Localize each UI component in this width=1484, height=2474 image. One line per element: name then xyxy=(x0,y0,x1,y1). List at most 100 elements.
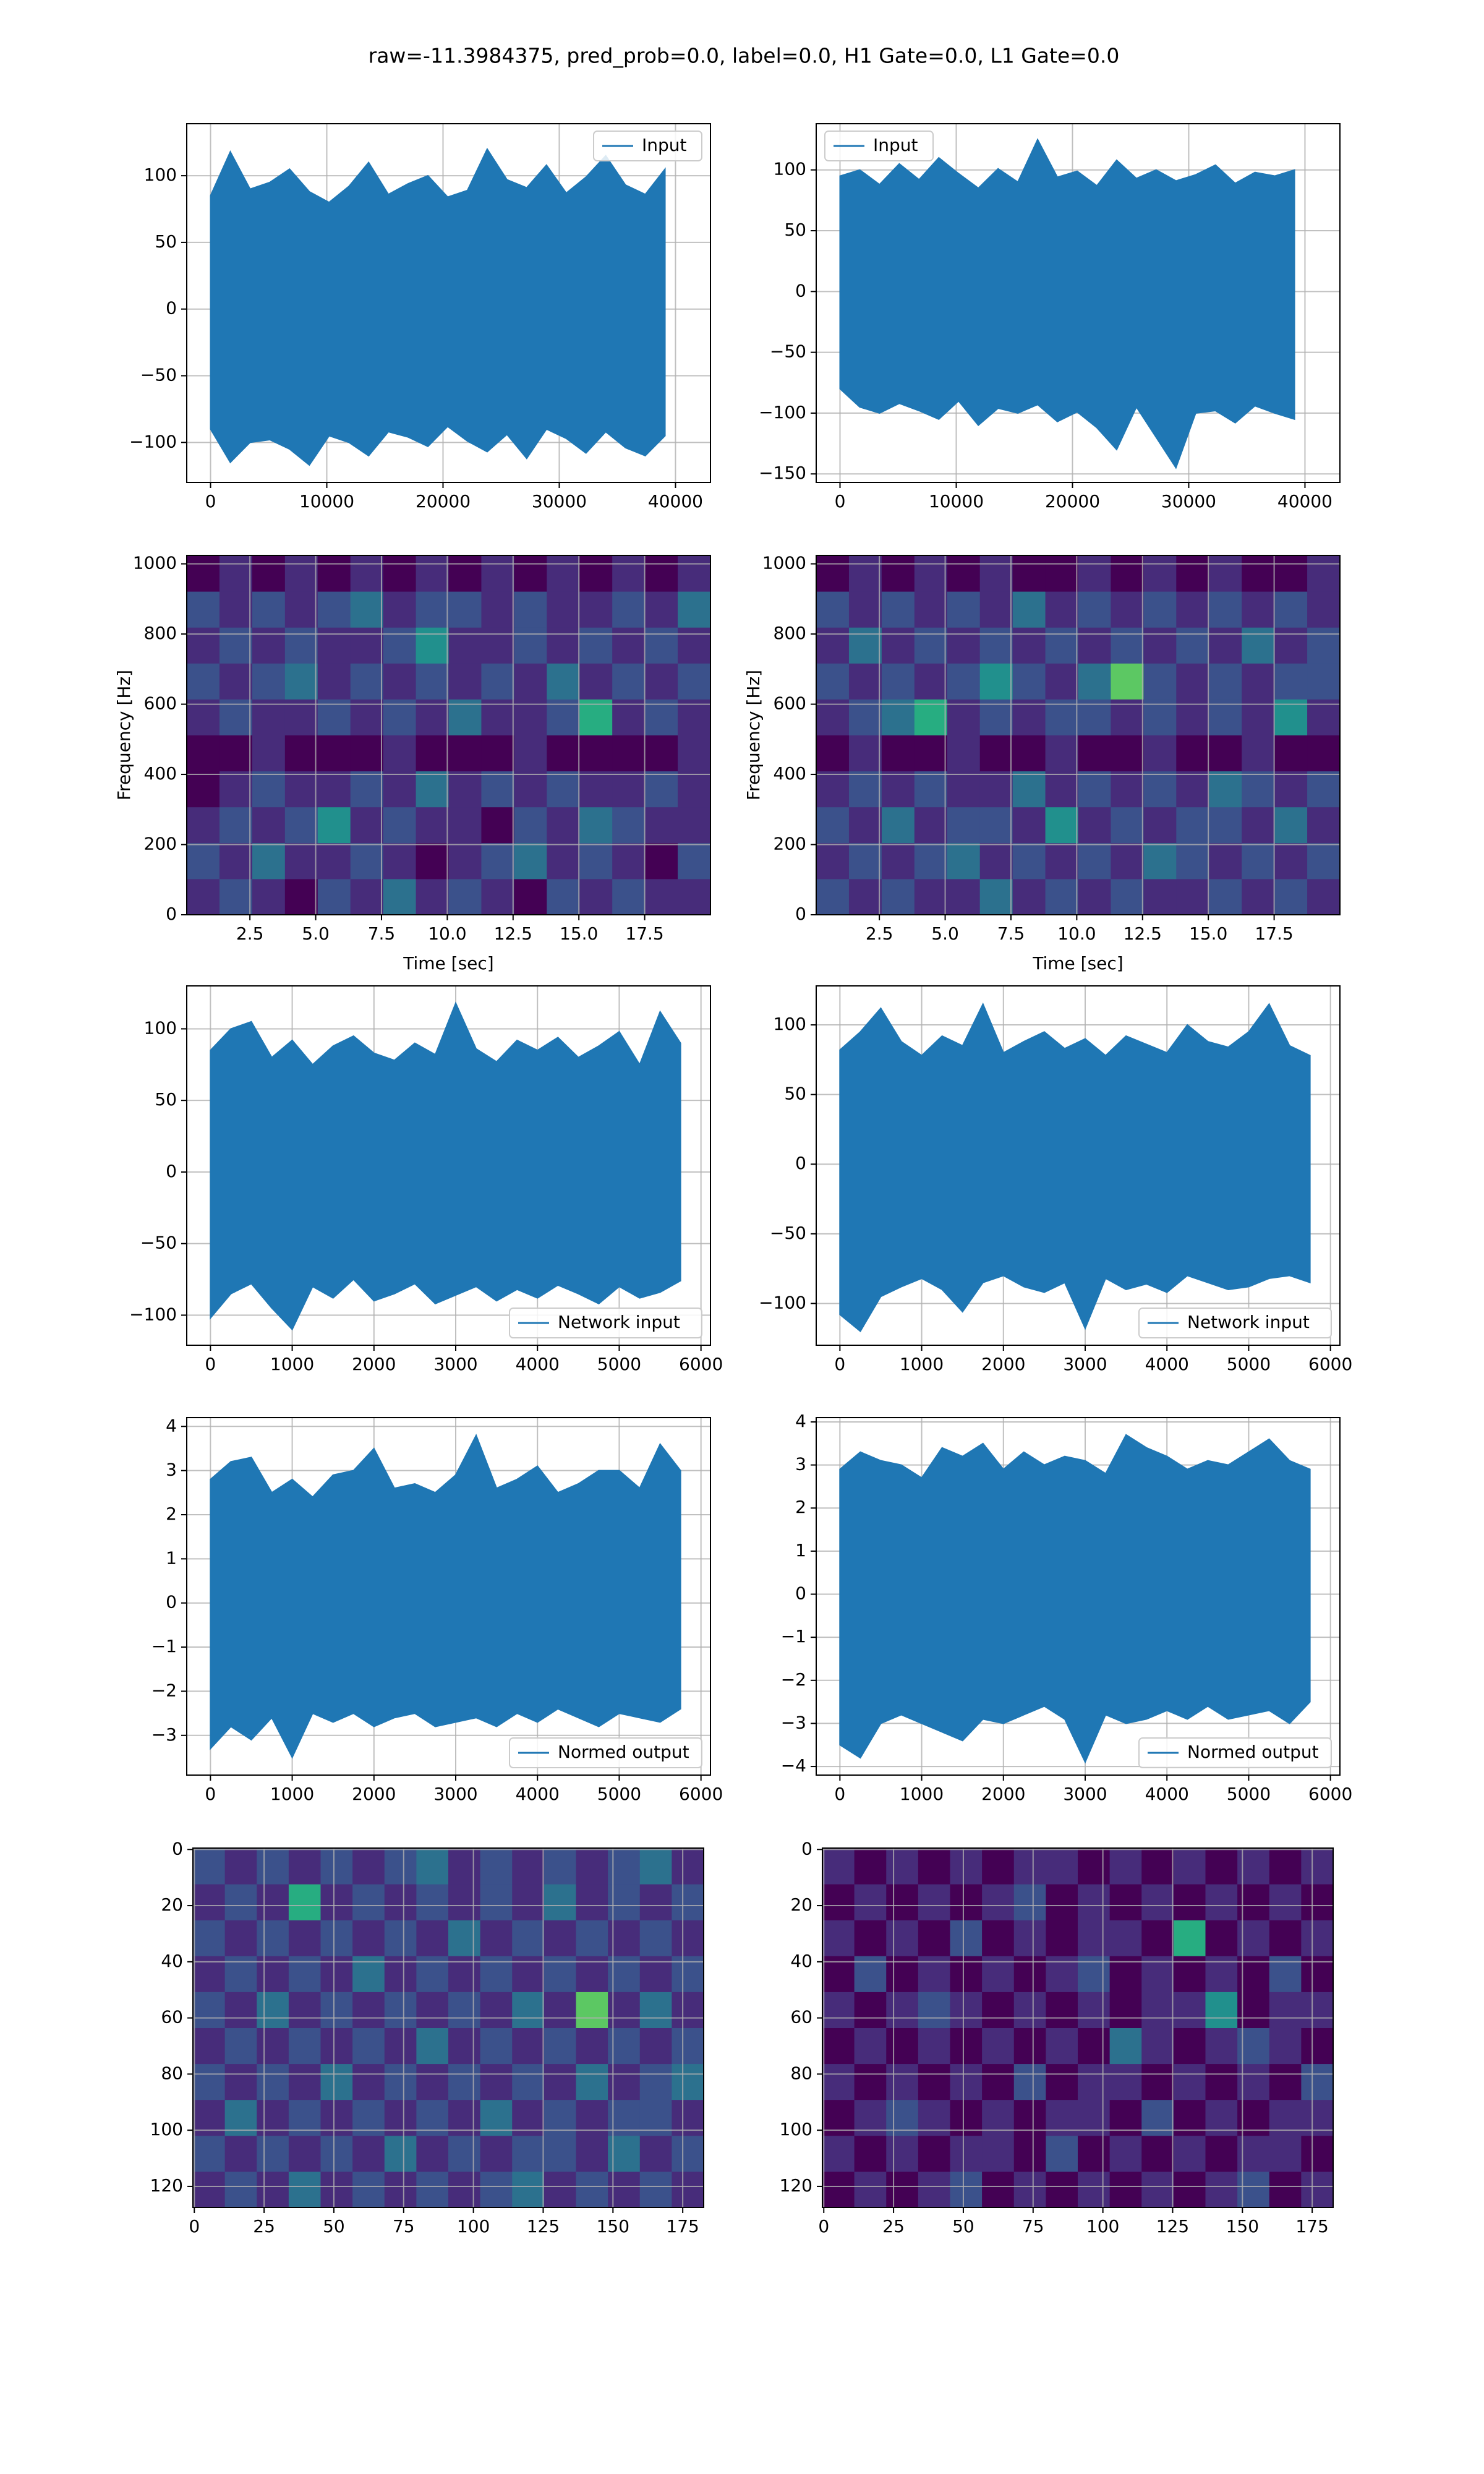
heatmap-cell xyxy=(1111,735,1144,772)
waveform-envelope xyxy=(210,1434,681,1759)
heatmap-cell xyxy=(914,663,948,700)
y-tick-label: 50 xyxy=(155,231,177,252)
heatmap-cell xyxy=(1176,627,1209,664)
heatmap-cell xyxy=(1209,771,1242,808)
heatmap-cell xyxy=(317,555,351,592)
x-tick-label: 4000 xyxy=(516,1784,560,1804)
heatmap-cell xyxy=(678,591,711,628)
heatmap-cell xyxy=(947,555,981,592)
heatmap-cell xyxy=(284,842,318,880)
heatmap-cell xyxy=(639,2063,672,2100)
heatmap-cell xyxy=(547,735,580,772)
heatmap-cell xyxy=(1111,591,1144,628)
heatmap-cell xyxy=(1205,2135,1238,2172)
heatmap-cell xyxy=(383,842,417,880)
y-tick-label: 0 xyxy=(795,1153,806,1173)
heatmap-cell xyxy=(1046,2171,1078,2208)
heatmap-cell xyxy=(187,771,220,808)
heatmap-cell xyxy=(950,2135,983,2172)
x-tick-label: 150 xyxy=(1226,2216,1259,2236)
heatmap-cell xyxy=(950,1848,983,1885)
heatmap-cell xyxy=(914,699,948,735)
heatmap-cell xyxy=(854,2027,887,2065)
heatmap-cell xyxy=(576,2135,608,2172)
heatmap-cell xyxy=(1209,555,1242,592)
heatmap-cell xyxy=(1078,663,1111,700)
heatmap-cell xyxy=(481,771,514,808)
heatmap-cell xyxy=(481,878,514,915)
heatmap-cell xyxy=(1045,735,1078,772)
heatmap-cell xyxy=(1176,591,1209,628)
heatmap-cell xyxy=(979,735,1013,772)
x-tick-label: 75 xyxy=(1022,2216,1044,2236)
heatmap-cell xyxy=(1242,878,1275,915)
x-tick-label: 12.5 xyxy=(1124,923,1162,944)
heatmap-cell xyxy=(193,2171,226,2208)
x-tick-label: 2000 xyxy=(352,1354,396,1374)
heatmap-cell xyxy=(448,842,482,880)
heatmap-cell xyxy=(224,2063,257,2100)
y-tick-label: 120 xyxy=(780,2175,812,2196)
legend-label: Normed output xyxy=(558,1742,689,1762)
heatmap-cell xyxy=(854,1920,887,1956)
x-tick-label: 4000 xyxy=(1145,1784,1189,1804)
y-axis-label: Frequency [Hz] xyxy=(114,670,134,800)
heatmap-cell xyxy=(1141,1992,1174,2028)
heatmap-cell xyxy=(1143,555,1177,592)
heatmap-cell xyxy=(848,771,882,808)
x-tick-label: 2000 xyxy=(981,1354,1025,1374)
heatmap-cell xyxy=(320,1920,353,1956)
heatmap-cell xyxy=(1111,627,1144,664)
heatmap-cell xyxy=(1012,663,1046,700)
heatmap-cell xyxy=(257,2027,289,2065)
heatmap-cell xyxy=(352,2063,385,2100)
heatmap-cell xyxy=(1012,842,1046,880)
y-tick-label: −50 xyxy=(140,1233,177,1253)
waveform-envelope xyxy=(839,1002,1311,1332)
heatmap-cell xyxy=(1209,807,1242,844)
heatmap-cell xyxy=(219,878,253,915)
heatmap-cell xyxy=(1173,2027,1206,2065)
heatmap-cell xyxy=(645,663,678,700)
heatmap-cell xyxy=(672,1992,704,2028)
heatmap-cell xyxy=(544,2063,576,2100)
heatmap-cell xyxy=(1109,2063,1142,2100)
y-tick-label: 0 xyxy=(166,1592,177,1612)
heatmap-cell xyxy=(1078,842,1111,880)
heatmap-cell xyxy=(1242,699,1275,735)
y-tick-label: 50 xyxy=(784,1084,806,1104)
heatmap-cell xyxy=(1307,878,1341,915)
heatmap-cell xyxy=(514,807,547,844)
heatmap-cell xyxy=(881,771,915,808)
heatmap-cell xyxy=(1109,1848,1142,1885)
heatmap-cell xyxy=(645,735,678,772)
x-tick-label: 30000 xyxy=(1161,491,1216,511)
heatmap-cell xyxy=(1274,771,1308,808)
heatmap-cell xyxy=(886,2027,919,2065)
heatmap-cell xyxy=(448,807,482,844)
heatmap-cell xyxy=(1242,771,1275,808)
x-tick-label: 125 xyxy=(527,2216,560,2236)
heatmap-cell xyxy=(1111,699,1144,735)
heatmap-cell xyxy=(317,735,351,772)
heatmap-cell xyxy=(881,878,915,915)
heatmap-cell xyxy=(979,842,1013,880)
y-tick-label: 1 xyxy=(795,1540,806,1560)
x-tick-label: 0 xyxy=(834,1354,845,1374)
heatmap-cell xyxy=(639,1848,672,1885)
heatmap-cell xyxy=(480,1884,513,1920)
y-tick-label: 1000 xyxy=(762,553,806,573)
heatmap-cell xyxy=(1205,1884,1238,1920)
heatmap-cell xyxy=(448,555,482,592)
heatmap-cell xyxy=(384,2171,417,2208)
y-tick-label: 600 xyxy=(144,693,177,714)
x-tick-label: 150 xyxy=(597,2216,629,2236)
heatmap-cell xyxy=(1046,2135,1078,2172)
x-tick-label: 6000 xyxy=(679,1354,723,1374)
heatmap-cell xyxy=(1045,699,1078,735)
x-tick-label: 5000 xyxy=(597,1784,641,1804)
heatmap-cell xyxy=(317,842,351,880)
heatmap-cell xyxy=(512,1920,545,1956)
heatmap-cell xyxy=(1274,735,1308,772)
x-tick-label: 0 xyxy=(205,1354,216,1374)
